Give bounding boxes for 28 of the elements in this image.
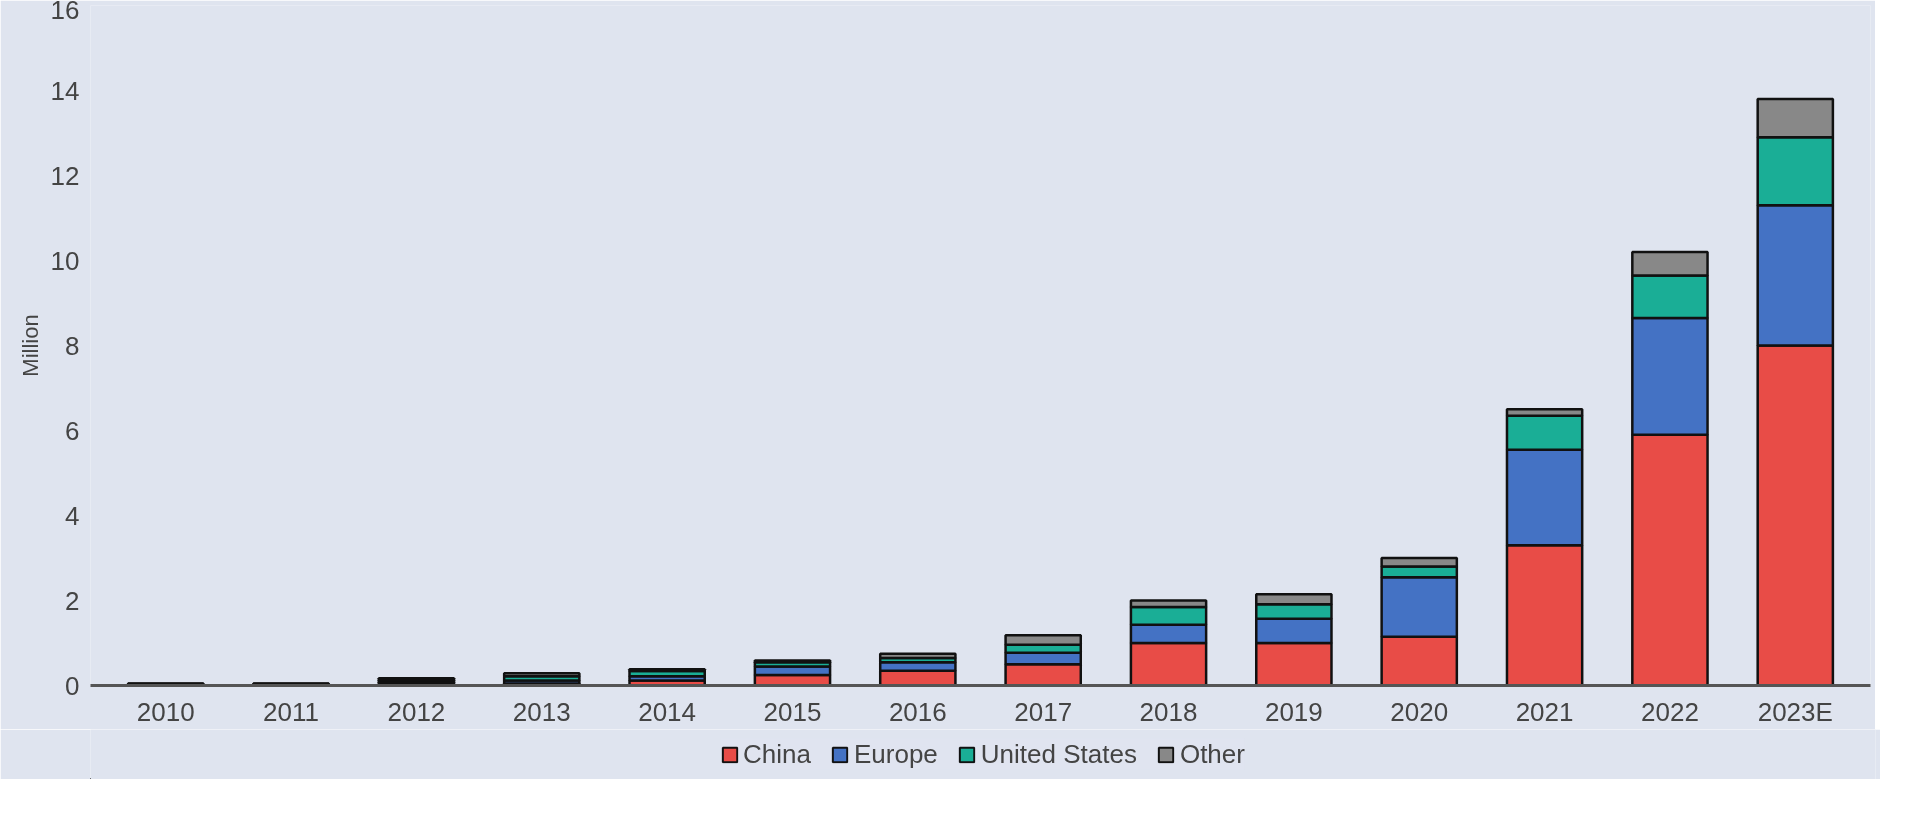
- legend-label: China: [743, 738, 811, 770]
- y-tick-label: 2: [65, 585, 80, 616]
- x-tick-label: 2018: [1139, 696, 1198, 727]
- x-tick-label: 2016: [888, 696, 947, 727]
- y-tick-label: 8: [65, 330, 80, 361]
- x-tick-label: 2010: [136, 696, 195, 727]
- x-tick-label: 2022: [1641, 696, 1699, 727]
- x-tick-label: 2021: [1515, 696, 1574, 727]
- legend-label: Other: [1179, 738, 1245, 770]
- y-tick-label: 6: [65, 415, 80, 446]
- x-tick-label: 2019: [1264, 696, 1323, 727]
- x-tick-label: 2013: [512, 696, 571, 727]
- y-tick-label: 10: [50, 245, 80, 276]
- x-tick-label: 2012: [387, 696, 446, 727]
- y-tick-label: 16: [50, 0, 80, 25]
- x-tick-label: 2015: [763, 696, 822, 727]
- legend-label: Europe: [853, 738, 938, 770]
- x-tick-label: 2011: [263, 696, 320, 727]
- y-tick-label: 0: [65, 670, 80, 701]
- y-axis-title: Million: [17, 314, 43, 377]
- y-tick-label: 12: [50, 160, 80, 191]
- x-tick-label: 2014: [638, 696, 697, 727]
- y-tick-label: 14: [50, 75, 80, 106]
- x-tick-label: 2020: [1390, 696, 1449, 727]
- x-tick-label: 2017: [1014, 696, 1073, 727]
- x-tick-label: 2023E: [1757, 696, 1833, 727]
- y-tick-label: 4: [65, 500, 80, 531]
- legend-label: United States: [980, 738, 1137, 770]
